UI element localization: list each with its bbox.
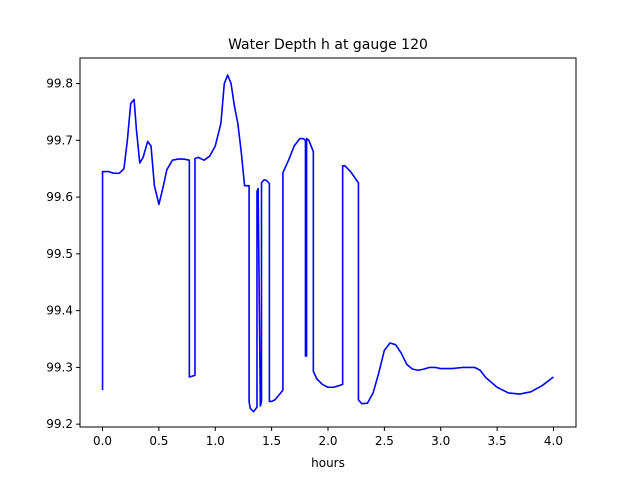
x-tick-label: 1.0 [206, 434, 225, 448]
series-line-0 [101, 74, 554, 413]
x-tick-label: 2.5 [375, 434, 394, 448]
plot-line-layer [101, 74, 554, 413]
y-tick-label: 99.3 [46, 360, 73, 374]
y-tick-label: 99.4 [46, 304, 73, 318]
x-tick-label: 0.5 [149, 434, 168, 448]
plot-frame [79, 57, 577, 428]
y-tick-label: 99.2 [46, 417, 73, 431]
y-axis-ticks: 99.2 99.3 99.4 99.5 99.6 99.7 99.8 [46, 77, 80, 431]
y-tick-label: 99.8 [46, 77, 73, 91]
x-axis-label: hours [311, 456, 345, 470]
y-tick-label: 99.7 [46, 133, 73, 147]
x-axis-ticks: 0.0 0.5 1.0 1.5 2.0 2.5 3.0 3.5 4.0 [93, 427, 563, 448]
y-tick-label: 99.6 [46, 190, 73, 204]
x-tick-label: 1.5 [262, 434, 281, 448]
y-tick-label: 99.5 [46, 247, 73, 261]
chart-title: Water Depth h at gauge 120 [228, 37, 428, 53]
x-tick-label: 4.0 [544, 434, 563, 448]
x-tick-label: 3.5 [488, 434, 507, 448]
x-tick-label: 3.0 [431, 434, 450, 448]
x-tick-label: 0.0 [93, 434, 112, 448]
x-tick-label: 2.0 [318, 434, 337, 448]
